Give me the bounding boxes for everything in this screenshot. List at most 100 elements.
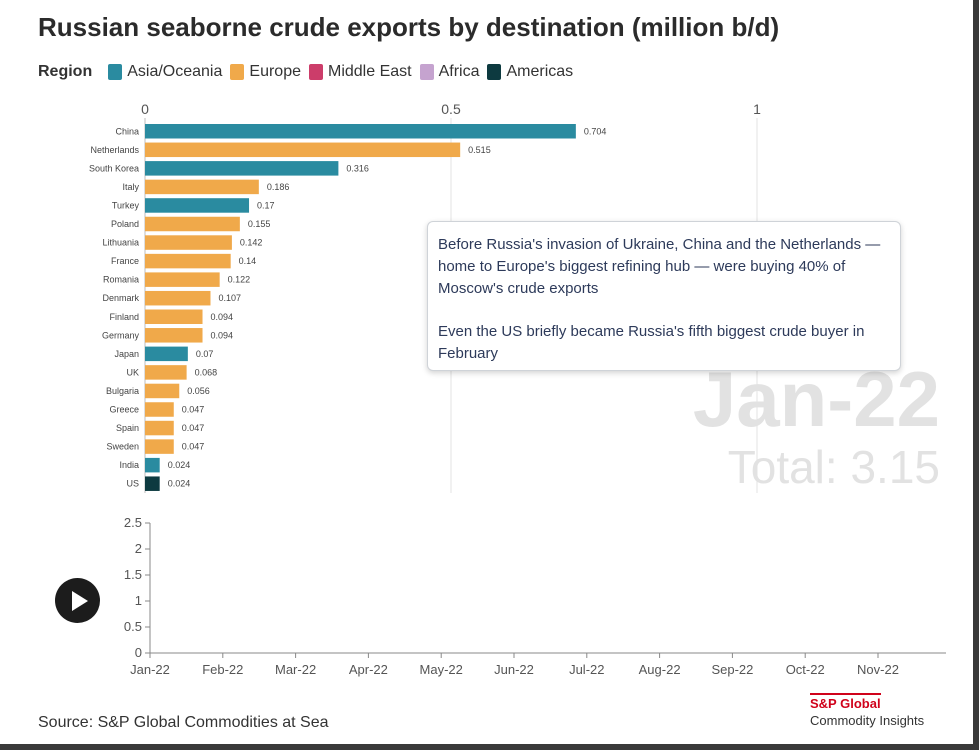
- bar-finland: [145, 309, 203, 324]
- total-label: Total: 3.15: [727, 441, 940, 493]
- category-label: Japan: [114, 349, 139, 359]
- data-label: 0.186: [267, 182, 290, 192]
- data-label: 0.122: [228, 275, 251, 285]
- data-label: 0.068: [195, 367, 218, 377]
- x-tick-label: 1: [753, 101, 761, 117]
- data-label: 0.047: [182, 442, 205, 452]
- bar-spain: [145, 420, 174, 436]
- legend-label: Americas: [506, 63, 574, 80]
- bar-turkey: [145, 198, 250, 213]
- category-label: Poland: [111, 219, 139, 229]
- bar-poland: [145, 216, 240, 232]
- x-tick-label: Jan-22: [130, 662, 170, 677]
- category-label: Lithuania: [102, 238, 139, 248]
- x-tick-label: Feb-22: [202, 662, 243, 677]
- legend-item-americas[interactable]: Americas: [487, 63, 573, 81]
- data-label: 0.056: [187, 386, 210, 396]
- category-label: US: [126, 479, 139, 489]
- category-label: Greece: [109, 405, 139, 415]
- play-icon: [72, 591, 88, 611]
- bar-france: [145, 253, 231, 269]
- category-label: Finland: [109, 312, 139, 322]
- callout-paragraph-1: Before Russia's invasion of Ukraine, Chi…: [438, 236, 881, 297]
- legend-item-africa[interactable]: Africa: [419, 63, 480, 81]
- data-label: 0.07: [196, 349, 214, 359]
- bar-italy: [145, 179, 259, 195]
- bar-japan: [145, 346, 188, 362]
- legend-label: Europe: [249, 63, 301, 80]
- data-label: 0.142: [240, 238, 263, 248]
- data-label: 0.14: [239, 256, 257, 266]
- legend-item-middle-east[interactable]: Middle East: [308, 63, 412, 81]
- chart-title: Russian seaborne crude exports by destin…: [38, 12, 780, 42]
- category-label: Denmark: [102, 293, 139, 303]
- y-tick-label: 0: [135, 645, 142, 660]
- x-tick-label: Sep-22: [711, 662, 753, 677]
- bar-south-korea: [145, 161, 339, 176]
- legend-item-europe[interactable]: Europe: [230, 63, 301, 81]
- bar-germany: [145, 328, 203, 343]
- data-label: 0.024: [168, 460, 191, 470]
- sp-global-logo: S&P Global Commodity Insights: [810, 693, 940, 729]
- legend-swatch: [108, 64, 123, 80]
- category-label: India: [119, 460, 139, 470]
- category-label: South Korea: [89, 163, 139, 173]
- legend-title: Region: [38, 63, 93, 80]
- bar-us: [145, 476, 160, 491]
- data-label: 0.316: [346, 163, 369, 173]
- annotation-callout: Before Russia's invasion of Ukraine, Chi…: [427, 221, 901, 371]
- source-note: Source: S&P Global Commodities at Sea: [38, 714, 329, 731]
- x-tick-label: Apr-22: [349, 662, 388, 677]
- x-tick-label: 0: [141, 101, 149, 117]
- data-label: 0.107: [218, 293, 241, 303]
- legend-swatch: [419, 64, 434, 80]
- bar-denmark: [145, 290, 211, 306]
- legend-item-asia-oceania[interactable]: Asia/Oceania: [108, 63, 222, 81]
- data-label: 0.047: [182, 405, 205, 415]
- y-tick-label: 2: [135, 541, 142, 556]
- data-label: 0.704: [584, 126, 607, 136]
- bar-greece: [145, 402, 174, 417]
- bar-netherlands: [145, 142, 461, 158]
- x-tick-label: Nov-22: [857, 662, 899, 677]
- data-label: 0.094: [211, 330, 234, 340]
- bar-uk: [145, 365, 187, 380]
- y-tick-label: 2.5: [124, 515, 142, 530]
- bar-sweden: [145, 439, 174, 454]
- legend-label: Middle East: [327, 63, 412, 80]
- data-label: 0.515: [468, 145, 491, 155]
- x-tick-label: Mar-22: [275, 662, 316, 677]
- legend-label: Africa: [438, 63, 480, 80]
- x-tick-label: Oct-22: [786, 662, 825, 677]
- legend-swatch: [230, 64, 245, 80]
- data-label: 0.094: [211, 312, 234, 322]
- x-tick-label: 0.5: [441, 101, 461, 117]
- bar-india: [145, 457, 160, 473]
- legend: Region Asia/Oceania Europe Middle East A…: [38, 62, 581, 82]
- data-label: 0.155: [248, 219, 271, 229]
- bar-bulgaria: [145, 383, 180, 399]
- data-label: 0.17: [257, 200, 275, 210]
- callout-paragraph-2: Even the US briefly became Russia's fift…: [438, 323, 865, 362]
- play-button[interactable]: [55, 578, 100, 623]
- y-tick-label: 1: [135, 593, 142, 608]
- category-label: China: [115, 126, 139, 136]
- bar-lithuania: [145, 235, 232, 250]
- category-label: Bulgaria: [106, 386, 139, 396]
- logo-line-2: Commodity Insights: [810, 713, 925, 728]
- data-label: 0.047: [182, 423, 205, 433]
- y-tick-label: 0.5: [124, 619, 142, 634]
- category-label: Netherlands: [90, 145, 139, 155]
- bar-romania: [145, 272, 220, 287]
- category-label: Sweden: [106, 442, 139, 452]
- x-tick-label: Jun-22: [494, 662, 534, 677]
- category-label: Italy: [122, 182, 139, 192]
- data-label: 0.024: [168, 479, 191, 489]
- category-label: Spain: [116, 423, 139, 433]
- legend-swatch: [308, 64, 323, 80]
- category-label: Turkey: [112, 200, 140, 210]
- category-label: France: [111, 256, 139, 266]
- bar-china: [145, 124, 576, 139]
